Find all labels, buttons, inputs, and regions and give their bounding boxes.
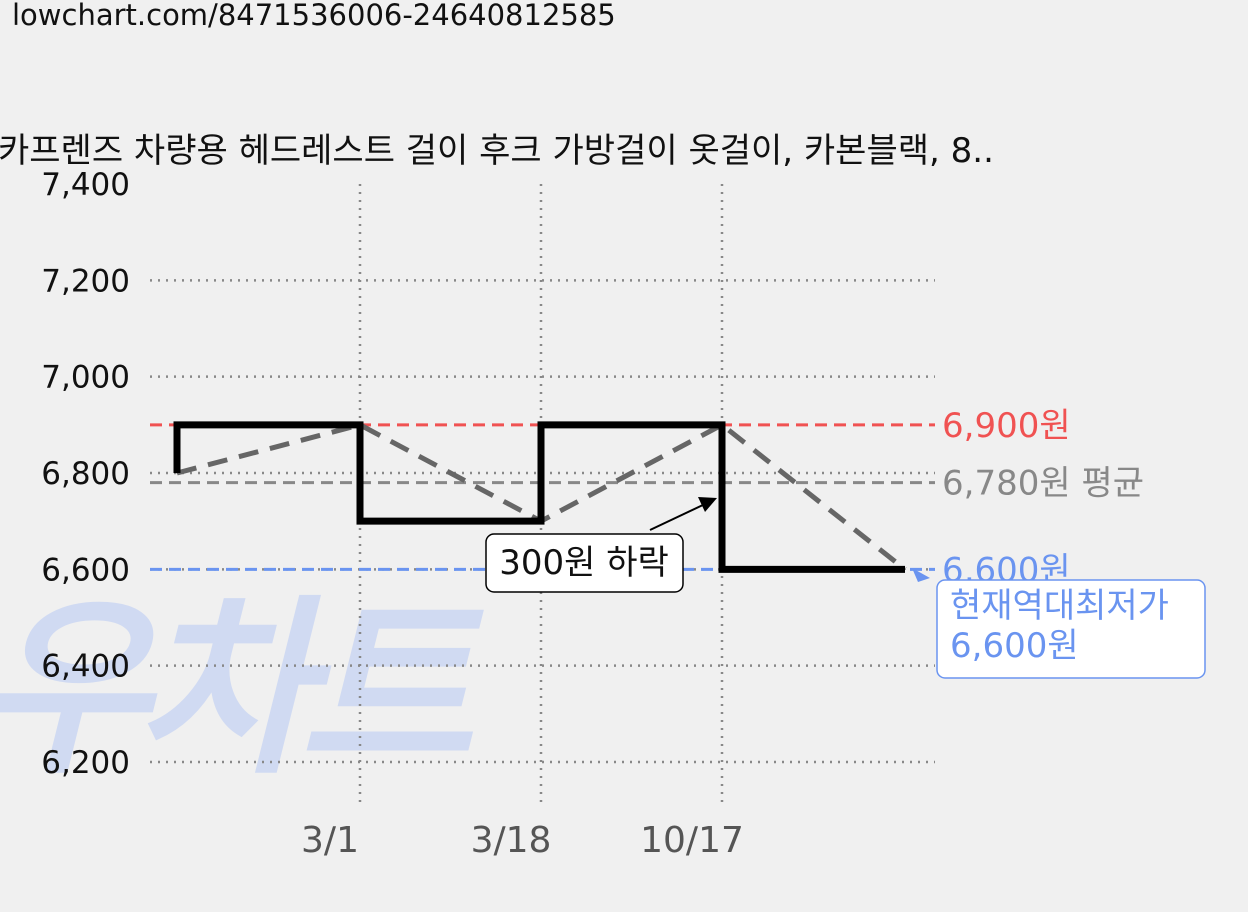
- y-tick-label: 6,200: [41, 745, 130, 781]
- annotation-arrowhead: [698, 497, 717, 512]
- watermark-text: 로우차트: [0, 579, 511, 801]
- series: [173, 421, 907, 573]
- x-tick-label: 10/17: [640, 820, 744, 861]
- y-tick-label: 7,400: [41, 167, 130, 203]
- watermark: 로우차트: [0, 579, 511, 801]
- reference-label: 6,900원: [942, 406, 1071, 446]
- reference-label: 6,780원 평균: [942, 464, 1144, 504]
- page-url: lowchart.com/8471536006-24640812585: [12, 0, 616, 32]
- annotation-arrow: [649, 503, 706, 531]
- data-point: [540, 520, 542, 522]
- x-tick-label: 3/18: [471, 820, 552, 861]
- data-point: [904, 568, 906, 570]
- y-axis: 7,400 7,200 7,000 6,800 6,600 6,400 6,200: [41, 167, 130, 781]
- annotation-box-low: [936, 579, 1206, 679]
- annotation-text-low: 6,600원: [950, 626, 1079, 666]
- x-tick-label: 3/1: [301, 820, 359, 861]
- x-axis: 3/1 3/18 10/17: [301, 820, 744, 861]
- data-point: [540, 424, 542, 426]
- y-tick-label: 6,600: [41, 552, 130, 588]
- data-point: [359, 520, 361, 522]
- y-tick-label: 6,800: [41, 456, 130, 492]
- data-point: [359, 424, 361, 426]
- chart-title: 카프렌즈 차량용 헤드레스트 걸이 후크 가방걸이 옷걸이, 카본블랙, 8..: [0, 131, 994, 171]
- data-point: [721, 568, 723, 570]
- annotation-arrowhead-low: [912, 568, 930, 582]
- annotation-text-low: 현재역대최저가: [950, 586, 1169, 626]
- y-tick-label: 7,200: [41, 263, 130, 299]
- data-point: [721, 424, 723, 426]
- annotation-text: 300원 하락: [499, 543, 669, 583]
- data-point: [176, 472, 178, 474]
- annotation-box: [485, 533, 684, 593]
- y-tick-label: 6,400: [41, 649, 130, 685]
- data-point: [176, 424, 178, 426]
- y-tick-label: 7,000: [41, 360, 130, 396]
